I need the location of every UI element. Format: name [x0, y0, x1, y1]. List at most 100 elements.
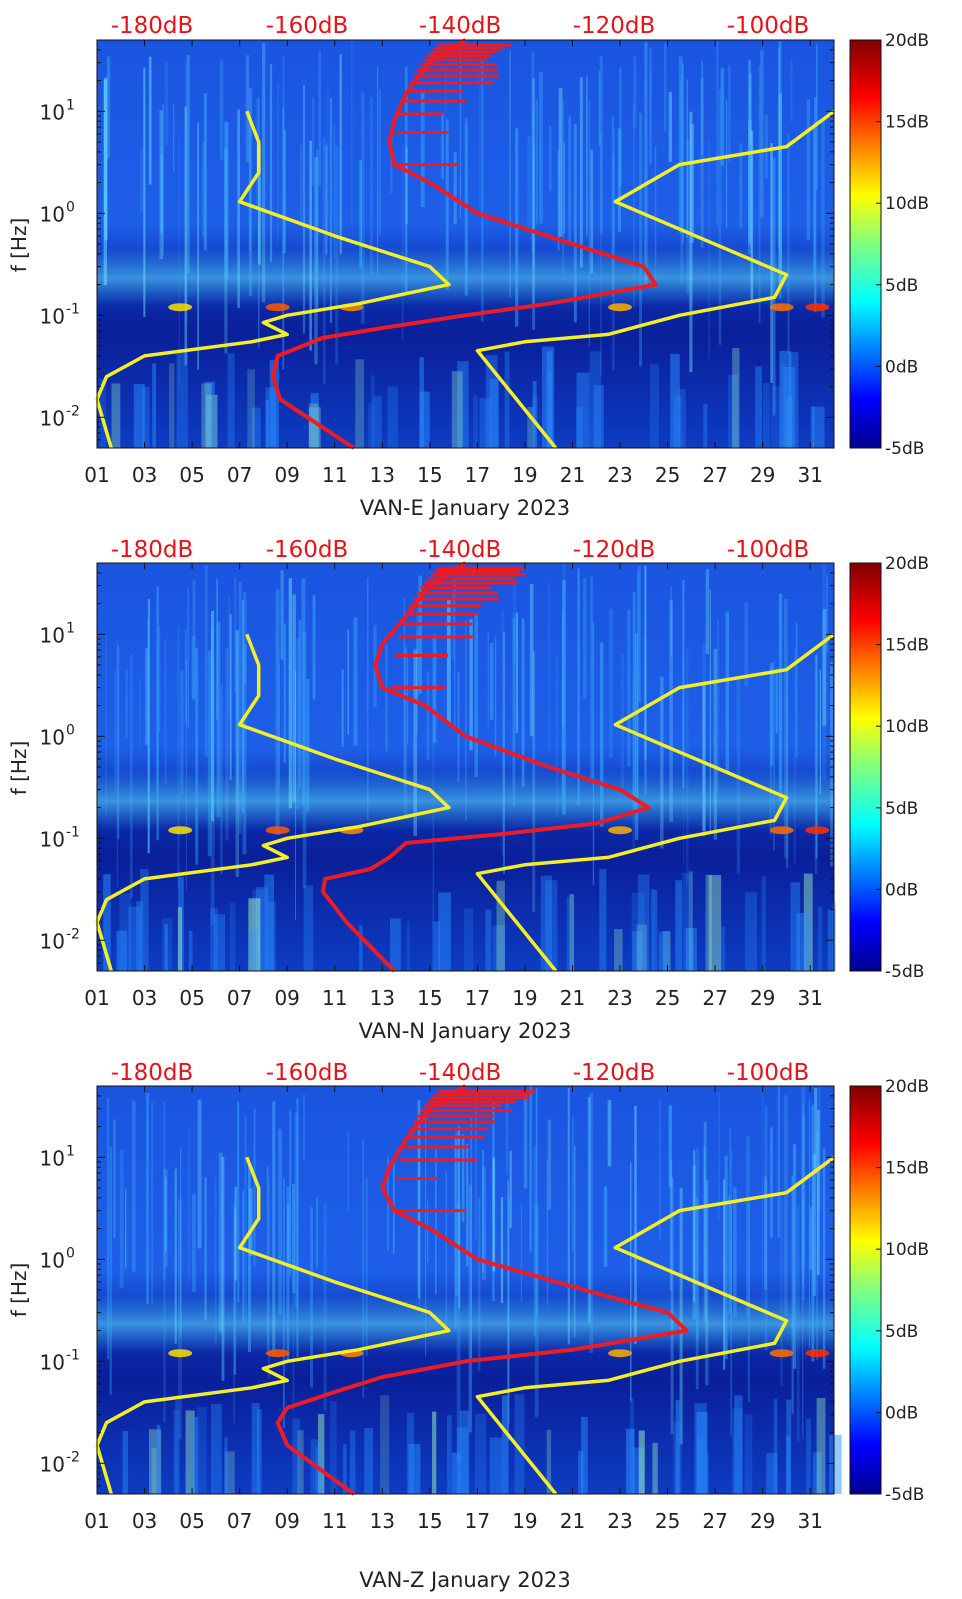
streak	[630, 1163, 632, 1402]
block	[457, 361, 469, 448]
x-axis-label: VAN-N January 2023	[359, 1019, 572, 1043]
panel-van-e: -180dB -160dB -140dB -120dB -100dB f [Hz…	[7, 13, 929, 520]
streak	[147, 599, 150, 854]
streak	[590, 576, 593, 779]
streak	[811, 1104, 815, 1362]
x-tick-label: 29	[750, 1509, 775, 1533]
streak	[778, 93, 782, 284]
streak	[708, 140, 710, 359]
x-tick-label: 07	[227, 986, 252, 1010]
streak	[139, 678, 142, 748]
streak	[425, 1106, 427, 1356]
streak	[114, 669, 117, 793]
microseism-band	[97, 248, 834, 308]
block	[489, 378, 499, 448]
streak	[558, 88, 563, 237]
streak	[548, 583, 550, 753]
block	[188, 930, 193, 971]
streak	[289, 1110, 292, 1276]
x-tick-label: 05	[179, 463, 204, 487]
low-frequency-blocks	[103, 869, 836, 971]
block	[247, 369, 255, 448]
block	[636, 924, 648, 971]
block	[829, 1434, 842, 1494]
streak	[592, 622, 595, 886]
block	[269, 360, 279, 448]
block	[688, 871, 693, 971]
block	[673, 1421, 683, 1494]
block	[177, 907, 183, 971]
streak	[603, 1186, 608, 1267]
streak	[241, 599, 245, 813]
streak	[583, 577, 587, 699]
streak	[180, 670, 184, 795]
streak	[323, 1203, 327, 1411]
streak	[567, 1087, 570, 1345]
y-tick-label: 10	[40, 202, 65, 226]
streak	[501, 610, 505, 856]
streak	[158, 625, 161, 733]
streak	[432, 669, 435, 924]
streak	[453, 152, 457, 225]
streak	[404, 66, 408, 292]
x-tick-label: 21	[560, 986, 585, 1010]
block	[545, 880, 558, 971]
hot-spot	[608, 826, 633, 835]
streak	[731, 1150, 733, 1320]
streak	[599, 55, 603, 234]
streak	[292, 1187, 295, 1413]
block	[569, 894, 575, 971]
streak	[103, 77, 108, 241]
streak	[783, 1095, 788, 1317]
block	[589, 351, 602, 448]
streak	[238, 582, 242, 834]
streak	[723, 1179, 726, 1370]
streak	[533, 1145, 537, 1336]
block	[151, 1448, 157, 1494]
streak	[458, 1126, 460, 1309]
streak	[403, 647, 408, 819]
streak	[633, 104, 635, 308]
top-label: -120dB	[573, 1060, 656, 1086]
block	[264, 874, 275, 971]
streak	[445, 65, 447, 277]
x-tick-label: 01	[84, 1509, 109, 1533]
streak	[160, 154, 163, 234]
streak	[302, 85, 306, 334]
streak	[282, 1178, 285, 1429]
block	[796, 913, 810, 971]
series-lines	[95, 561, 836, 973]
streak	[571, 1116, 574, 1253]
streak	[718, 1092, 721, 1221]
streak	[219, 59, 224, 161]
block	[370, 375, 375, 448]
streak	[792, 1144, 797, 1369]
x-tick-label: 19	[512, 1509, 537, 1533]
streak	[512, 617, 516, 807]
model-left-line	[95, 110, 451, 449]
streak	[164, 62, 169, 145]
streak	[341, 669, 344, 748]
panel-van-z: -180dB -160dB -140dB -120dB -100dB f [Hz…	[7, 1060, 929, 1592]
streak	[465, 123, 468, 296]
block	[265, 399, 270, 448]
streak	[301, 578, 306, 807]
streak	[812, 1154, 816, 1297]
y-tick-label: 10	[40, 623, 65, 647]
streak	[378, 89, 382, 236]
block	[755, 366, 762, 448]
top-label: -160dB	[266, 537, 349, 563]
top-label: -140dB	[419, 1060, 502, 1086]
block	[193, 1416, 199, 1494]
hot-spot	[608, 1349, 633, 1358]
streak	[509, 1151, 512, 1228]
y-tick-exponent: -2	[66, 1449, 80, 1465]
streak	[312, 595, 316, 700]
block	[419, 391, 430, 448]
streak	[577, 568, 580, 806]
x-tick-label: 21	[560, 463, 585, 487]
block	[632, 931, 643, 971]
x-tick-label: 13	[370, 463, 395, 487]
x-tick-label: 15	[417, 986, 442, 1010]
streak	[192, 1193, 196, 1293]
